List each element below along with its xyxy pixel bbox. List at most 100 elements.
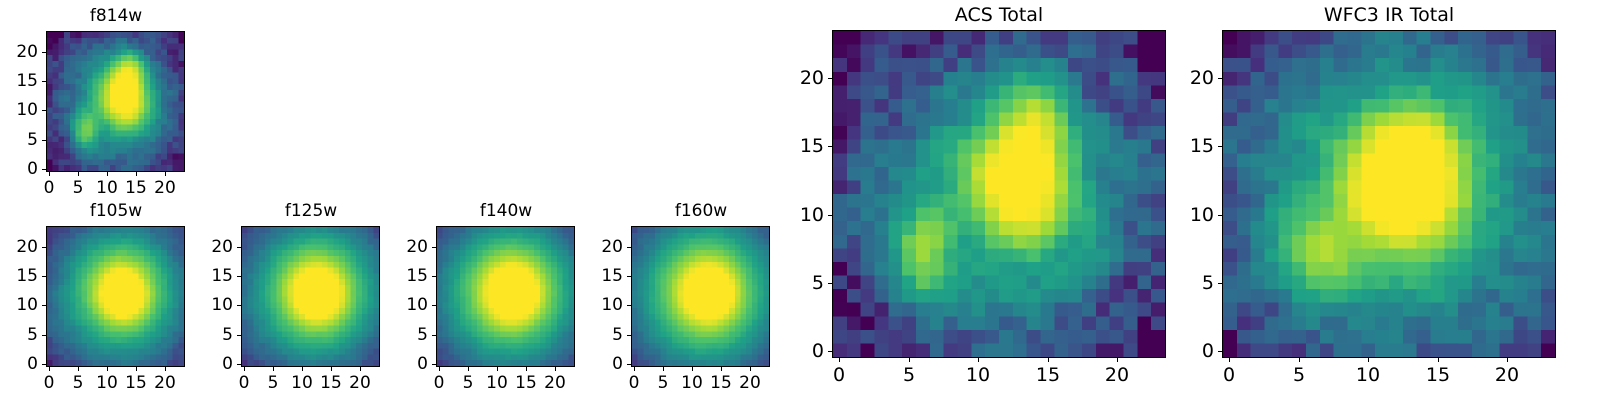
yticklabel-f814w-4: 20	[16, 42, 38, 62]
ytick-f160w-3	[627, 276, 631, 277]
ytick-f140w-3	[432, 276, 436, 277]
xtick-f125w-0	[244, 367, 245, 371]
xtick-f814w-0	[49, 172, 50, 176]
ytick-f125w-1	[237, 335, 241, 336]
xticklabel-f160w-2: 10	[681, 373, 703, 393]
xtick-f105w-3	[136, 367, 137, 371]
ytick-f125w-3	[237, 276, 241, 277]
xticklabel-f105w-4: 20	[154, 373, 176, 393]
yticklabel-f160w-3: 15	[601, 266, 623, 286]
xtick-acs-total-1	[909, 358, 910, 362]
heatmap-image-f814w	[46, 31, 185, 172]
xtick-f814w-2	[107, 172, 108, 176]
heatmap-image-f105w	[46, 226, 185, 367]
ytick-f160w-0	[627, 364, 631, 365]
ytick-wfc3-ir-total-2	[1218, 215, 1222, 216]
ytick-f160w-4	[627, 247, 631, 248]
ytick-f140w-0	[432, 364, 436, 365]
yticklabel-f140w-2: 10	[406, 295, 428, 315]
xticklabel-f814w-3: 15	[125, 178, 147, 198]
yticklabel-wfc3-ir-total-0: 0	[1201, 340, 1214, 362]
ytick-f125w-0	[237, 364, 241, 365]
panel-title-f814w: f814w	[89, 6, 143, 26]
xtick-f105w-1	[78, 367, 79, 371]
xtick-f105w-0	[49, 367, 50, 371]
ytick-acs-total-0	[828, 351, 832, 352]
xticklabel-f140w-0: 0	[433, 373, 445, 393]
xticklabel-f105w-1: 5	[72, 373, 84, 393]
heatmap-image-wfc3-ir-total	[1222, 30, 1556, 358]
xtick-wfc3-ir-total-3	[1438, 358, 1439, 362]
xtick-f140w-2	[497, 367, 498, 371]
ytick-f814w-3	[42, 81, 46, 82]
yticklabel-acs-total-1: 5	[811, 272, 824, 294]
heatmap-image-f125w	[241, 226, 380, 367]
xtick-f814w-3	[136, 172, 137, 176]
yticklabel-f105w-3: 15	[16, 266, 38, 286]
xtick-f160w-2	[692, 367, 693, 371]
ytick-f160w-2	[627, 305, 631, 306]
xtick-f160w-4	[750, 367, 751, 371]
xticklabel-f814w-2: 10	[96, 178, 118, 198]
xtick-f140w-0	[439, 367, 440, 371]
yticklabel-wfc3-ir-total-4: 20	[1189, 67, 1214, 89]
xticklabel-f140w-1: 5	[462, 373, 474, 393]
heatmap-image-f160w	[631, 226, 770, 367]
ytick-f125w-4	[237, 247, 241, 248]
xtick-f814w-1	[78, 172, 79, 176]
ytick-acs-total-2	[828, 215, 832, 216]
xticklabel-f105w-3: 15	[125, 373, 147, 393]
xtick-f160w-3	[721, 367, 722, 371]
panel-title-f140w: f140w	[479, 201, 533, 221]
ytick-f140w-2	[432, 305, 436, 306]
ytick-wfc3-ir-total-4	[1218, 78, 1222, 79]
xticklabel-f140w-3: 15	[515, 373, 537, 393]
yticklabel-f125w-1: 5	[222, 325, 233, 345]
xtick-acs-total-0	[839, 358, 840, 362]
yticklabel-f105w-1: 5	[27, 325, 38, 345]
heatmap-image-acs-total	[832, 30, 1166, 358]
yticklabel-acs-total-0: 0	[811, 340, 824, 362]
yticklabel-f125w-4: 20	[211, 237, 233, 257]
yticklabel-f140w-0: 0	[417, 354, 428, 374]
xtick-f125w-2	[302, 367, 303, 371]
ytick-acs-total-1	[828, 283, 832, 284]
xticklabel-wfc3-ir-total-2: 10	[1355, 364, 1381, 386]
panel-title-acs-total: ACS Total	[954, 4, 1044, 26]
yticklabel-f160w-1: 5	[612, 325, 623, 345]
yticklabel-f814w-0: 0	[27, 159, 38, 179]
heatmap-image-f140w	[436, 226, 575, 367]
ytick-f140w-1	[432, 335, 436, 336]
xticklabel-f105w-2: 10	[96, 373, 118, 393]
ytick-f105w-1	[42, 335, 46, 336]
xtick-f105w-2	[107, 367, 108, 371]
xticklabel-f814w-1: 5	[72, 178, 84, 198]
ytick-f125w-2	[237, 305, 241, 306]
xtick-f125w-1	[273, 367, 274, 371]
xtick-wfc3-ir-total-1	[1299, 358, 1300, 362]
xtick-f140w-3	[526, 367, 527, 371]
xticklabel-f125w-1: 5	[267, 373, 279, 393]
xticklabel-f160w-3: 15	[710, 373, 732, 393]
xtick-acs-total-4	[1117, 358, 1118, 362]
yticklabel-f125w-0: 0	[222, 354, 233, 374]
yticklabel-f814w-1: 5	[27, 130, 38, 150]
yticklabel-f160w-2: 10	[601, 295, 623, 315]
xtick-f140w-4	[555, 367, 556, 371]
xticklabel-acs-total-3: 15	[1035, 364, 1061, 386]
yticklabel-acs-total-3: 15	[799, 135, 824, 157]
xticklabel-f160w-4: 20	[739, 373, 761, 393]
yticklabel-wfc3-ir-total-2: 10	[1189, 204, 1214, 226]
ytick-wfc3-ir-total-1	[1218, 283, 1222, 284]
xticklabel-f160w-0: 0	[628, 373, 640, 393]
xtick-wfc3-ir-total-0	[1229, 358, 1230, 362]
xtick-f125w-3	[331, 367, 332, 371]
panel-title-f105w: f105w	[89, 201, 143, 221]
xticklabel-acs-total-1: 5	[902, 364, 916, 386]
yticklabel-wfc3-ir-total-3: 15	[1189, 135, 1214, 157]
xticklabel-f125w-0: 0	[238, 373, 250, 393]
yticklabel-f105w-0: 0	[27, 354, 38, 374]
xtick-acs-total-2	[978, 358, 979, 362]
xtick-wfc3-ir-total-4	[1507, 358, 1508, 362]
